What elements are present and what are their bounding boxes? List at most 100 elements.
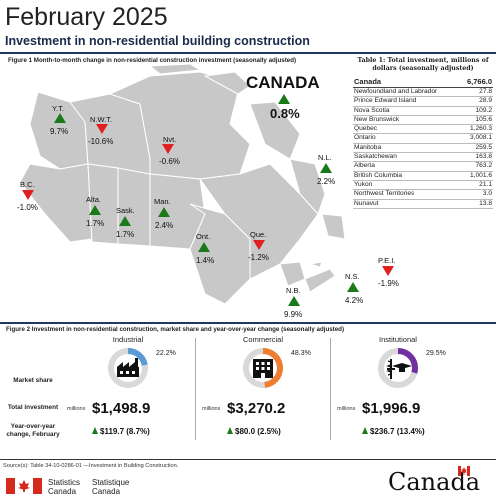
millions-label: millions [202,406,221,412]
table-row: Ontario 3,008.1 [353,134,493,144]
panel-separator [330,338,331,440]
table-cell-name: Yukon [354,180,373,188]
table-row: Manitoba 259.5 [353,143,493,154]
table-cell-name: British Columbia [354,171,403,179]
table-cell-name: Ontario [354,134,376,142]
region-code-alta: Alta. [86,195,102,204]
region-pct-pei: -1.9% [378,279,399,288]
table-row: Alberta 763.2 [353,162,493,172]
figure2-caption: Figure 2 Investment in non-residential c… [6,326,345,333]
table-cell-name: Prince Edward Island [354,97,417,105]
canada-up-arrow-icon [278,94,290,104]
table-row: Yukon 21.1 [353,180,493,191]
yoy-change-value: $236.7 (13.4%) [370,427,425,436]
table-cell-value: 21.1 [479,180,492,188]
total-investment-amount: $1,498.9 [92,400,151,417]
yoy-change: $236.7 (13.4%) [362,427,425,436]
donut-share-arc [378,348,418,388]
man-up-arrow-icon [158,207,170,217]
ont-up-arrow-icon [198,242,210,252]
yoy-up-arrow-icon [227,427,233,434]
donut-share-arc [243,348,283,388]
yt-up-arrow-icon [54,113,66,123]
panel-title: Institutional [379,335,417,344]
nwt-down-arrow-icon [96,124,108,134]
map-new-brunswick [279,261,306,287]
total-investment-amount: $1,996.9 [362,400,421,417]
region-code-sask: Sask. [116,206,135,215]
table-cell-value: 3,008.1 [470,134,492,142]
que-down-arrow-icon [253,240,265,250]
region-code-nl: N.L. [318,153,332,162]
map-arctic-island-2 [203,71,251,95]
region-code-yt: Y.T. [52,104,64,113]
page-title: February 2025 [5,3,168,31]
table-cell-value: 27.8 [479,88,492,95]
table-cell-value: 3.0 [482,190,492,198]
wordmark-flag-icon [458,466,470,476]
market-share-donut [378,348,418,388]
map-arctic-island-1 [148,64,202,75]
millions-label: millions [337,406,356,412]
map-pei [309,261,323,268]
yoy-change-value: $119.7 (8.7%) [100,427,150,436]
yoy-change: $80.0 (2.5%) [227,427,281,436]
region-code-nb: N.B. [286,286,301,295]
table-cell-name: Manitoba [354,143,382,151]
table-row: Nunavut 13.8 [353,200,493,209]
region-pct-nb: 9.9% [284,310,303,319]
table-cell-name: New Brunswick [354,115,400,123]
table-cell-value: 763.2 [475,162,492,170]
table-row-total: Canada 6,766.0 [353,77,493,88]
map-alberta [87,163,119,245]
figure1-caption: Figure 1 Month-to-month change in non-re… [8,57,297,64]
table-caption: Table 1: Total investment, millions of d… [357,57,489,72]
map-labrador [289,158,326,215]
canada-pct: 0.8% [270,106,300,121]
table-row: New Brunswick 105.6 [353,115,493,126]
yoy-change: $119.7 (8.7%) [92,427,150,436]
table-row: Newfoundland and Labrador 27.8 [353,88,493,98]
nvt-down-arrow-icon [162,144,174,154]
table-row: Saskatchewan 163.8 [353,153,493,163]
region-pct-alta: 1.7% [86,219,105,228]
table-cell-name: Northwest Territories [354,190,415,198]
agency-name-en: Statistics Canada [48,478,81,496]
agency-name-fr: Statistique Canada [92,478,130,496]
table-cell-name: Nova Scotia [354,106,390,114]
investment-table: Table 1: Total investment, millions of d… [353,57,493,209]
pei-down-arrow-icon [382,266,394,276]
factory-icon [117,358,139,377]
map-nova-scotia [304,268,336,293]
table-cell-value: 6,766.0 [466,77,492,86]
page-subtitle: Investment in non-residential building c… [5,34,310,48]
table-row: Northwest Territories 3.0 [353,190,493,200]
region-code-man: Man. [154,197,171,206]
table-cell-value: 28.9 [479,97,492,105]
millions-label: millions [67,406,86,412]
yoy-change-value: $80.0 (2.5%) [235,427,281,436]
donut-share-arc [108,348,148,388]
region-pct-ont: 1.4% [196,256,215,265]
table-cell-value: 163.8 [475,153,492,161]
region-code-bc: B.C. [20,180,35,189]
table-cell-value: 13.8 [479,199,492,207]
panel-title: Commercial [242,335,283,344]
total-investment-amount: $3,270.2 [227,400,286,417]
row-label-share: Market share [13,377,53,384]
table-cell-value: 1,001.6 [470,171,492,179]
region-pct-ns: 4.2% [345,296,364,305]
bc-down-arrow-icon [22,190,34,200]
office-building-icon [253,359,273,378]
region-pct-que: -1.2% [248,253,269,262]
panel-separator [195,338,196,440]
alta-up-arrow-icon [89,205,101,215]
table-cell-name: Canada [354,77,382,86]
nl-up-arrow-icon [320,163,332,173]
canada-map [19,64,346,305]
map-bc [19,163,93,243]
region-code-que: Que. [250,230,267,239]
canada-flag-icon [6,478,42,494]
table-cell-name: Quebec [354,125,378,133]
canada-label: CANADA [246,73,320,92]
